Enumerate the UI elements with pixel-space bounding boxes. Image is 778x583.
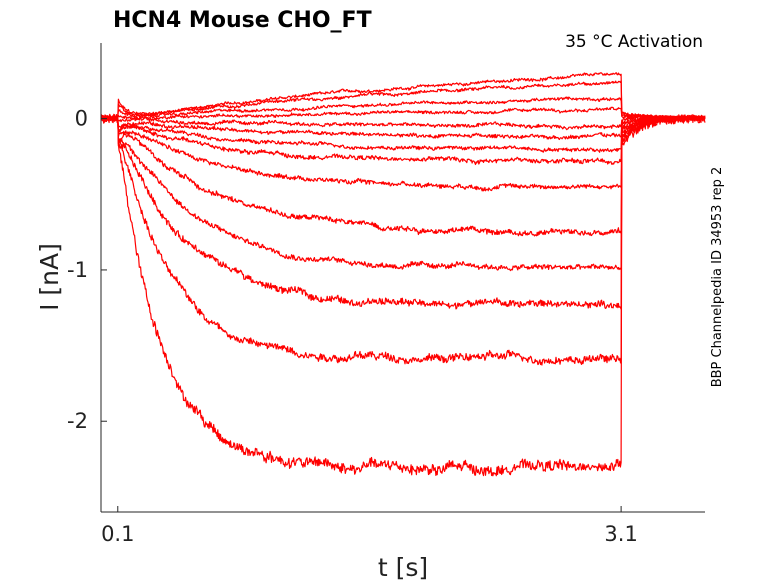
y-tick-label: 0 (75, 107, 88, 131)
series-line (100, 115, 706, 237)
series-line (100, 115, 706, 272)
side-label: BBP Channelpedia ID 34953 rep 2 (710, 167, 725, 388)
series-line (100, 115, 706, 153)
series-line (100, 115, 706, 141)
x-ticks: 0.1 3.1 (101, 506, 638, 546)
series-line (100, 96, 705, 120)
series-line (100, 115, 706, 131)
y-axis-label: I [nA] (35, 243, 64, 311)
x-axis-label: t [s] (378, 553, 428, 582)
y-ticks: 0 -1 -2 (67, 107, 107, 433)
y-tick-label: -2 (67, 409, 88, 433)
chart-annotation: 35 °C Activation (565, 32, 703, 52)
series-line (100, 114, 706, 310)
series-line (100, 106, 706, 121)
series-line (100, 115, 706, 192)
traces-group (100, 72, 706, 477)
series-line (100, 72, 705, 120)
series-line (100, 113, 706, 477)
x-tick-label: 3.1 (604, 522, 637, 546)
chart-title: HCN4 Mouse CHO_FT (113, 8, 372, 33)
series-line (100, 80, 706, 120)
series-line (100, 114, 706, 366)
y-tick-label: -1 (67, 258, 88, 282)
series-line (100, 115, 706, 166)
x-tick-label: 0.1 (101, 522, 134, 546)
